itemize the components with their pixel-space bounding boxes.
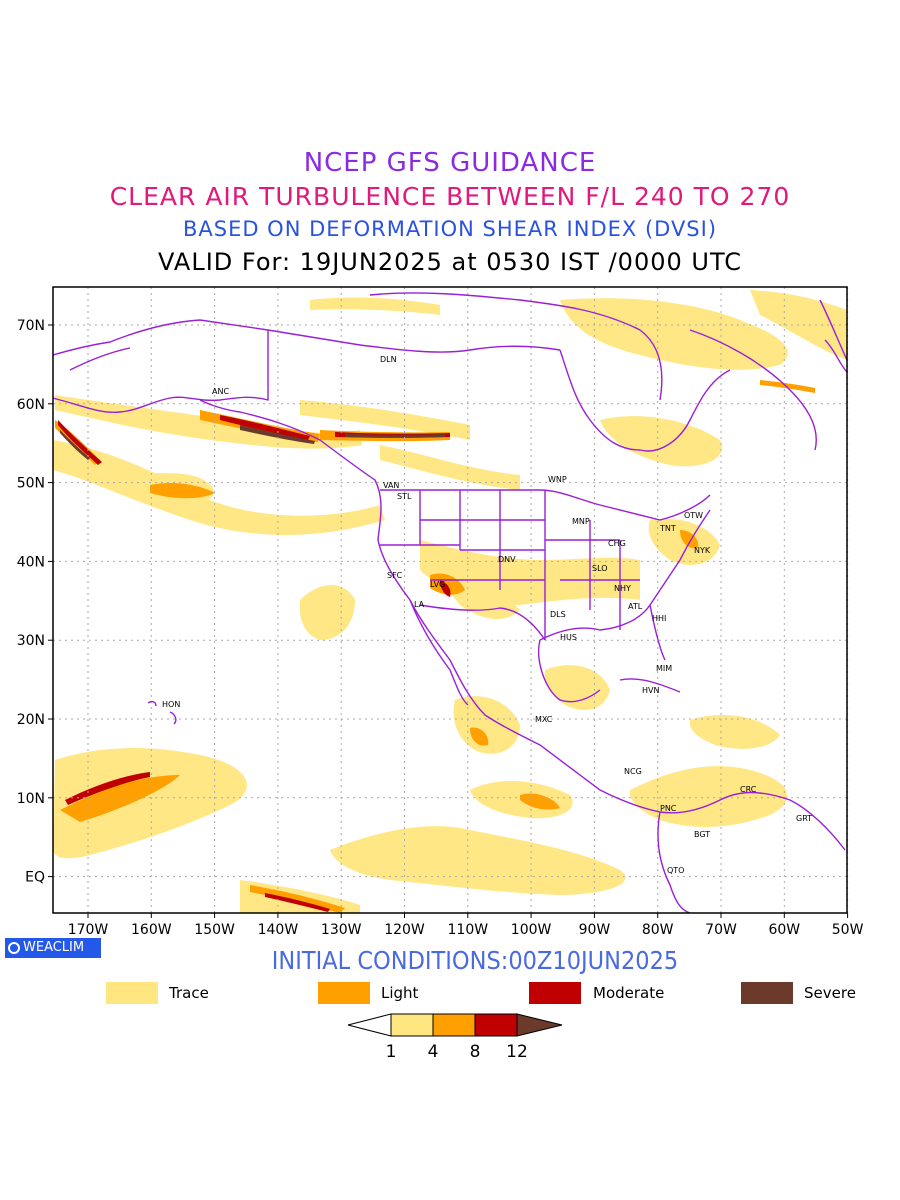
- station-label-nhy: NHY: [614, 584, 631, 593]
- lat-label: 10N: [17, 791, 45, 807]
- station-label-mim: MIM: [656, 664, 672, 673]
- station-label-mnp: MNP: [572, 517, 590, 526]
- lon-label: 110W: [448, 922, 489, 938]
- colorbar-segment-light: [432, 1013, 476, 1037]
- colorbar-left-arrow: [347, 1013, 392, 1037]
- legend-label-light: Light: [381, 984, 419, 1002]
- colorbar-tick-label: 12: [506, 1042, 528, 1062]
- station-label-nyk: NYK: [694, 546, 711, 555]
- station-label-hhi: HHI: [652, 614, 666, 623]
- coastlines: [53, 292, 847, 913]
- lon-label: 100W: [511, 922, 552, 938]
- legend-swatch-trace: [106, 982, 158, 1004]
- station-label-hvn: HVN: [642, 686, 659, 695]
- title-line-3: BASED ON DEFORMATION SHEAR INDEX (DVSI): [182, 217, 718, 241]
- lon-label: 140W: [258, 922, 299, 938]
- colorbar: 1 4 8 12: [347, 1013, 563, 1062]
- weaclim-logo: WEACLIM: [5, 938, 101, 958]
- lat-label: 70N: [17, 318, 45, 334]
- station-label-dln: DLN: [380, 355, 397, 364]
- station-label-grt: GRT: [796, 814, 812, 823]
- longitude-labels: 170W 160W 150W 140W 130W 120W 110W 100W 90W 80W 70…: [68, 922, 864, 938]
- station-label-anc: ANC: [212, 387, 229, 396]
- lat-label: 60N: [17, 397, 45, 413]
- lon-label: 50W: [832, 922, 864, 938]
- colorbar-tick-label: 8: [470, 1042, 481, 1062]
- station-label-van: VAN: [383, 481, 399, 490]
- legend-label-severe: Severe: [804, 984, 856, 1002]
- colorbar-tick-label: 1: [386, 1042, 397, 1062]
- legend-swatch-moderate: [529, 982, 581, 1004]
- station-label-lvg: LVG: [430, 580, 445, 589]
- colorbar-right-arrow: [516, 1013, 563, 1037]
- lon-label: 170W: [68, 922, 109, 938]
- station-label-hus: HUS: [560, 633, 577, 642]
- lat-label: EQ: [25, 870, 45, 886]
- initial-conditions: INITIAL CONDITIONS:00Z10JUN2025: [271, 946, 679, 975]
- station-label-crc: CRC: [740, 785, 757, 794]
- title-line-1: NCEP GFS GUIDANCE: [303, 148, 597, 178]
- station-label-ncg: NCG: [624, 767, 642, 776]
- legend-swatch-severe: [741, 982, 793, 1004]
- title-line-2: CLEAR AIR TURBULENCE BETWEEN F/L 240 TO …: [109, 182, 791, 211]
- colorbar-segment-moderate: [474, 1013, 518, 1037]
- lon-label: 150W: [194, 922, 235, 938]
- lon-label: 70W: [705, 922, 737, 938]
- station-label-dls: DLS: [550, 610, 566, 619]
- station-labels: DLN ANC VAN STL WNP MNP OTW TNT CHG NYK DNV SFC LVG L…: [162, 355, 812, 875]
- station-label-sfc: SFC: [387, 571, 403, 580]
- station-label-hon: HON: [162, 700, 180, 709]
- lon-label: 120W: [384, 922, 425, 938]
- title-valid-time: VALID For: 19JUN2025 at 0530 IST /0000 U…: [158, 248, 742, 276]
- map-frame: [52, 286, 848, 914]
- station-label-otw: OTW: [684, 511, 703, 520]
- station-label-bgt: BGT: [694, 830, 710, 839]
- station-label-pnc: PNC: [660, 804, 677, 813]
- legend-swatch-light: [318, 982, 370, 1004]
- lon-label: 80W: [642, 922, 674, 938]
- lat-label: 30N: [17, 633, 45, 649]
- station-label-atl: ATL: [628, 602, 643, 611]
- legend-label-trace: Trace: [169, 984, 209, 1002]
- lat-label: 20N: [17, 712, 45, 728]
- latitude-labels: 70N 60N 50N 40N 30N 20N 10N EQ: [17, 318, 45, 886]
- station-label-tnt: TNT: [659, 524, 676, 533]
- lon-label: 90W: [579, 922, 611, 938]
- station-label-chg: CHG: [608, 539, 626, 548]
- legend-label-moderate: Moderate: [593, 984, 665, 1002]
- station-label-wnp: WNP: [548, 475, 567, 484]
- station-label-mxc: MXC: [535, 715, 553, 724]
- colorbar-segment-trace: [390, 1013, 434, 1037]
- axis-ticks: [48, 324, 849, 918]
- lat-label: 50N: [17, 476, 45, 492]
- station-label-la: LA: [414, 600, 425, 609]
- colorbar-tick-label: 4: [428, 1042, 439, 1062]
- lat-label: 40N: [17, 554, 45, 570]
- logo-text: WEACLIM: [23, 940, 85, 955]
- turbulence-field: [53, 290, 847, 913]
- station-label-dnv: DNV: [498, 555, 516, 564]
- lon-label: 130W: [321, 922, 362, 938]
- station-label-slo: SLO: [592, 564, 608, 573]
- lon-label: 160W: [131, 922, 172, 938]
- circle-icon: [8, 942, 20, 954]
- station-label-stl: STL: [397, 492, 412, 501]
- lon-label: 60W: [768, 922, 800, 938]
- station-label-qto: QTO: [667, 866, 684, 875]
